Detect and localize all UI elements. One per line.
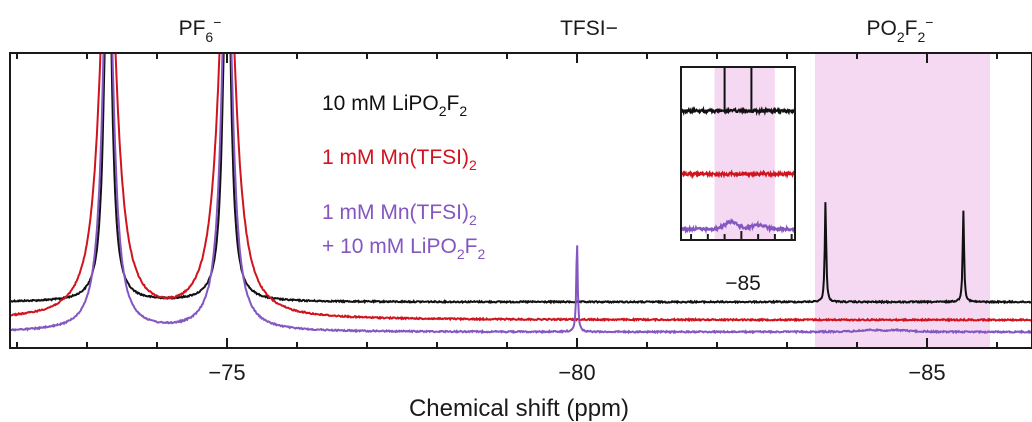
series-line-1 bbox=[10, 53, 1032, 305]
legend-entry-mn-tfsi: 1 mM Mn(TFSI)2 bbox=[322, 146, 477, 173]
legend-entry-mn-tfsi-mixed: 1 mM Mn(TFSI)2 bbox=[322, 201, 477, 228]
inset-frame bbox=[680, 66, 796, 241]
inset-highlight-band bbox=[714, 67, 775, 240]
tfsi-peak-label: TFSI− bbox=[560, 17, 618, 40]
po2f2-peak-label: PO2F2− bbox=[867, 14, 934, 45]
inset-trace-1 bbox=[681, 105, 795, 117]
x-tick-label: −80 bbox=[558, 360, 595, 385]
inset-trace-2 bbox=[681, 169, 795, 180]
x-tick-label: −85 bbox=[908, 360, 945, 385]
pf6-peak-label: PF6− bbox=[179, 14, 222, 45]
po2f2-highlight-band bbox=[815, 53, 990, 348]
series-line-2 bbox=[10, 53, 1032, 323]
inset-trace-3 bbox=[681, 218, 795, 235]
legend-entry-mixed-lipo2f2: + 10 mM LiPO2F2 bbox=[322, 235, 485, 262]
series-line-3 bbox=[10, 53, 1032, 335]
x-tick-label: −75 bbox=[208, 360, 245, 385]
legend-entry-lipo2f2: 10 mM LiPO2F2 bbox=[322, 92, 467, 119]
x-axis-title: Chemical shift (ppm) bbox=[409, 395, 629, 422]
plot-frame bbox=[9, 52, 1032, 349]
legend: 10 mM LiPO2F2 1 mM Mn(TFSI)2 1 mM Mn(TFS… bbox=[322, 92, 485, 262]
inset-tick-label: −85 bbox=[725, 272, 761, 295]
inset-panel: −85 bbox=[680, 66, 796, 295]
